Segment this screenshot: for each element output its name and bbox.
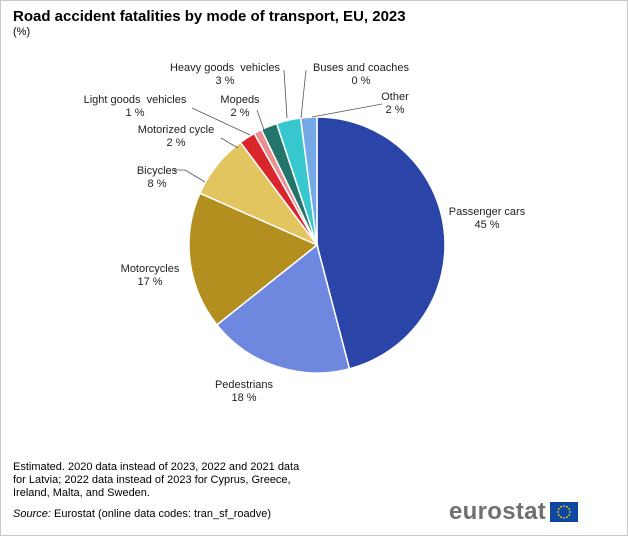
flag-star xyxy=(569,511,571,513)
slice-value: 3 % xyxy=(216,75,235,87)
flag-star xyxy=(557,511,559,513)
slice-value: 0 % xyxy=(352,75,371,87)
pie-slice xyxy=(316,116,446,370)
slice-label: Heavy goods vehicles xyxy=(170,62,281,74)
flag-star xyxy=(557,508,560,510)
chart-unit: (%) xyxy=(13,26,31,38)
flag-star xyxy=(560,516,562,519)
slice-label: Pedestrians xyxy=(215,379,274,391)
flag-star xyxy=(560,505,562,508)
footnote-line: for Latvia; 2022 data instead of 2023 fo… xyxy=(13,474,291,486)
slice-value: 18 % xyxy=(231,392,256,404)
slice-value: 2 % xyxy=(386,104,405,116)
leader-line xyxy=(311,103,383,118)
flag-star xyxy=(568,508,571,510)
pie-slice xyxy=(299,116,318,246)
flag-star xyxy=(566,516,568,519)
source-label: Source: xyxy=(13,508,51,520)
source-text: Eurostat (online data codes: tran_sf_roa… xyxy=(53,508,272,520)
slice-label: Buses and coaches xyxy=(313,62,410,74)
pie-slice xyxy=(188,192,319,326)
slice-value: 2 % xyxy=(167,137,186,149)
eu-flag-icon xyxy=(550,502,579,522)
footnote-line: Ireland, Malta, and Sweden. xyxy=(13,487,150,499)
flag-star xyxy=(563,517,565,519)
slice-value: 45 % xyxy=(474,219,499,231)
flag-star xyxy=(566,505,568,508)
flag-star xyxy=(568,514,571,516)
slice-label: Passenger cars xyxy=(449,206,526,218)
leader-line xyxy=(256,109,265,131)
slice-value: 17 % xyxy=(137,276,162,288)
logo-wordmark: eurostat xyxy=(449,498,547,525)
slice-label: Light goods vehicles xyxy=(84,94,187,106)
leader-line xyxy=(283,69,288,119)
leader-line xyxy=(191,107,251,136)
pie-slice xyxy=(215,243,351,374)
slice-label: Motorcycles xyxy=(121,263,180,275)
flag-star xyxy=(557,514,560,516)
leader-line xyxy=(300,69,307,119)
slice-value: 8 % xyxy=(148,178,167,190)
slice-label: Mopeds xyxy=(220,94,260,106)
footnote: Estimated. 2020 data instead of 2023, 20… xyxy=(13,461,353,500)
leader-line xyxy=(174,169,206,183)
leader-lines xyxy=(174,69,383,183)
footnote-line: Estimated. 2020 data instead of 2023, 20… xyxy=(13,461,300,473)
flag-star xyxy=(563,505,565,507)
eurostat-logo: eurostat xyxy=(449,498,579,526)
leader-line xyxy=(220,137,239,149)
slice-label: Motorized cycle xyxy=(138,124,214,136)
slice-label: Bicycles xyxy=(137,165,178,177)
slice-value: 2 % xyxy=(231,107,250,119)
slice-label: Other xyxy=(381,91,409,103)
pie-slices xyxy=(188,116,446,374)
chart-title: Road accident fatalities by mode of tran… xyxy=(13,8,406,25)
slice-value: 1 % xyxy=(126,107,145,119)
source-note: Source: Eurostat (online data codes: tra… xyxy=(13,508,271,520)
